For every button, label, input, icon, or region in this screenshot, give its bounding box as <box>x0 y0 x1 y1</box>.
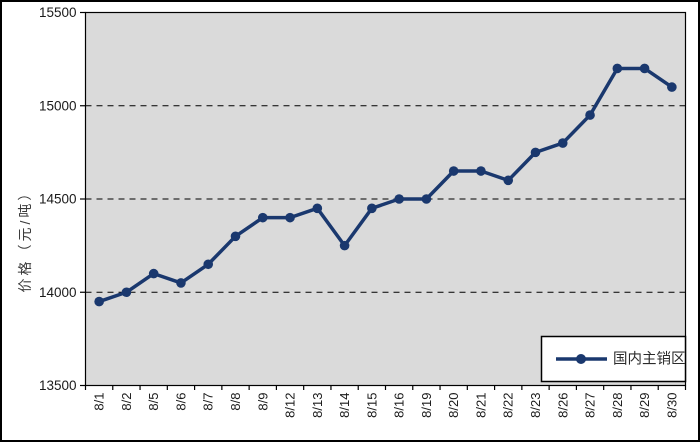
x-tick-label: 8/30 <box>664 393 679 418</box>
data-point-marker <box>612 63 623 74</box>
data-point-marker <box>176 278 186 288</box>
y-tick-label: 13500 <box>39 378 77 393</box>
x-tick-label: 8/16 <box>392 393 407 418</box>
x-tick-label: 8/19 <box>419 393 434 418</box>
x-tick-label: 8/27 <box>583 393 598 418</box>
data-point-marker <box>285 212 295 223</box>
y-tick-label: 14000 <box>39 285 77 300</box>
data-point-marker <box>148 268 159 279</box>
x-tick-label: 8/21 <box>473 393 488 418</box>
x-tick-label: 8/29 <box>637 393 652 418</box>
data-point-marker <box>530 147 541 158</box>
data-point-marker <box>203 259 214 270</box>
x-tick-label: 8/1 <box>92 393 107 411</box>
data-point-marker <box>312 203 323 214</box>
legend-label: 国内主销区 <box>613 351 686 368</box>
data-point-marker <box>121 287 132 298</box>
data-point-marker <box>476 166 486 176</box>
x-tick-label: 8/15 <box>364 393 379 418</box>
series-line <box>97 66 674 304</box>
x-tick-label: 8/26 <box>555 393 570 418</box>
x-tick-label: 8/5 <box>146 393 161 411</box>
data-point-marker <box>639 63 650 74</box>
data-point-marker <box>230 231 241 242</box>
data-point-marker <box>585 110 595 120</box>
y-tick-label: 15500 <box>39 5 77 20</box>
y-tick-label: 15000 <box>39 98 77 113</box>
x-tick-label: 8/14 <box>337 393 352 418</box>
data-point-marker <box>557 138 568 148</box>
x-tick-label: 8/23 <box>528 393 543 418</box>
legend-point-marker <box>576 354 586 364</box>
x-tick-label: 8/28 <box>610 393 625 418</box>
x-tick-label: 8/20 <box>446 393 461 418</box>
x-tick-label: 8/9 <box>255 393 270 411</box>
data-point-marker <box>448 166 459 176</box>
data-point-marker <box>367 203 377 214</box>
x-tick-label: 8/2 <box>119 393 134 411</box>
y-axis-title: 价格（元/吨） <box>17 183 33 293</box>
data-point-marker <box>503 175 514 186</box>
data-point-marker <box>394 194 404 204</box>
x-tick-label: 8/12 <box>283 393 298 418</box>
data-point-marker <box>421 194 432 204</box>
data-point-marker <box>94 296 104 307</box>
x-tick-label: 8/6 <box>173 393 188 411</box>
y-tick-label: 14500 <box>39 192 77 207</box>
x-tick-label: 8/22 <box>501 393 516 418</box>
x-tick-label: 8/13 <box>310 393 325 418</box>
x-tick-label: 8/8 <box>228 393 243 411</box>
data-point-marker <box>257 212 268 223</box>
data-point-marker <box>667 82 677 92</box>
x-tick-label: 8/7 <box>201 393 216 411</box>
data-point-marker <box>339 240 350 251</box>
